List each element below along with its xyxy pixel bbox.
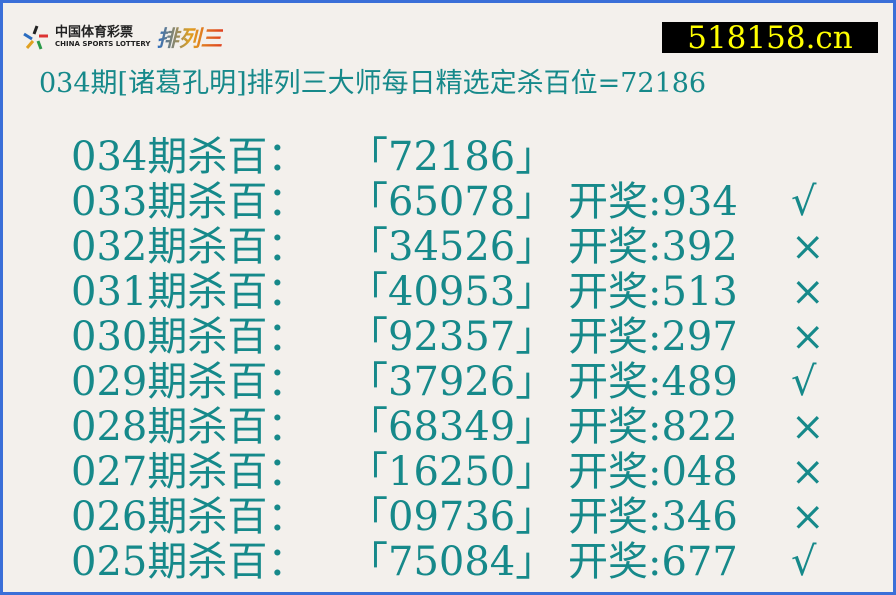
logo-game: 排列三 xyxy=(157,21,223,53)
draw-result: 开奖:392 xyxy=(568,224,738,270)
logo-en: CHINA SPORTS LOTTERY xyxy=(55,40,151,48)
result-mark: × xyxy=(791,224,825,270)
row-label: 034期杀百： xyxy=(71,134,308,180)
draw-result: 开奖:677 xyxy=(568,539,738,585)
row-label: 026期杀百： xyxy=(71,494,308,540)
result-mark: × xyxy=(791,449,825,495)
draw-result: 开奖:513 xyxy=(568,269,738,315)
kill-numbers: 「68349」 xyxy=(348,404,556,450)
page-title: 034期[诸葛孔明]排列三大师每日精选定杀百位=72186 xyxy=(39,68,707,99)
kill-numbers: 「75084」 xyxy=(348,539,556,585)
china-sports-lottery-logo: 中国体育彩票 CHINA SPORTS LOTTERY 排列三 xyxy=(23,21,223,53)
row-label: 027期杀百： xyxy=(71,449,308,495)
lottery-star-icon xyxy=(23,25,48,50)
kill-numbers: 「16250」 xyxy=(348,449,556,495)
draw-result: 开奖:048 xyxy=(568,449,738,495)
row-label: 025期杀百： xyxy=(71,539,308,585)
kill-numbers: 「92357」 xyxy=(348,314,556,360)
kill-numbers: 「34526」 xyxy=(348,224,556,270)
result-mark: × xyxy=(791,404,825,450)
result-mark: × xyxy=(791,494,825,540)
kill-numbers: 「37926」 xyxy=(348,359,556,405)
kill-numbers: 「09736」 xyxy=(348,494,556,540)
draw-result: 开奖:489 xyxy=(568,359,738,405)
site-banner: 518158.cn xyxy=(662,22,878,54)
row-label: 029期杀百： xyxy=(71,359,308,405)
draw-result: 开奖:297 xyxy=(568,314,738,360)
row-label: 031期杀百： xyxy=(71,269,308,315)
draw-result: 开奖:934 xyxy=(568,179,738,225)
result-mark: √ xyxy=(791,539,817,585)
result-mark: × xyxy=(791,314,825,360)
result-mark: × xyxy=(791,269,825,315)
logo-cn: 中国体育彩票 xyxy=(55,25,134,40)
kill-numbers: 「72186」 xyxy=(348,134,556,180)
row-label: 030期杀百： xyxy=(71,314,308,360)
kill-numbers: 「40953」 xyxy=(348,269,556,315)
kill-numbers: 「65078」 xyxy=(348,179,556,225)
row-label: 033期杀百： xyxy=(71,179,308,225)
result-mark: √ xyxy=(791,359,817,405)
row-label: 032期杀百： xyxy=(71,224,308,270)
draw-result: 开奖:346 xyxy=(568,494,738,540)
draw-result: 开奖:822 xyxy=(568,404,738,450)
result-mark: √ xyxy=(791,179,817,225)
row-label: 028期杀百： xyxy=(71,404,308,450)
